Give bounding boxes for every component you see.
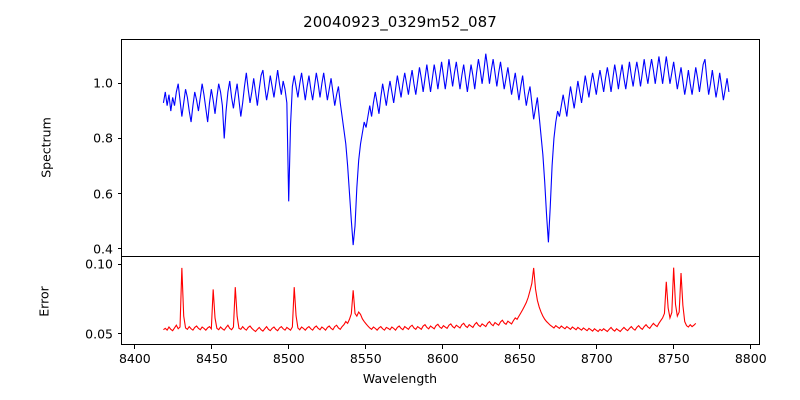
page-title: 20040923_0329m52_087: [303, 13, 497, 31]
spectrum-line-chart: [122, 40, 759, 256]
x-tick-mark: [519, 345, 521, 349]
x-tick-mark: [365, 345, 367, 349]
spectrum-y-tick-mark: [117, 193, 121, 195]
x-tick-label: 8450: [195, 351, 228, 366]
spectrum-y-tick-mark: [117, 137, 121, 139]
x-tick-mark: [673, 345, 675, 349]
x-tick-mark: [288, 345, 290, 349]
x-tick-mark: [134, 345, 136, 349]
spectrum-y-tick-label: 0.4: [93, 241, 113, 257]
x-tick-label: 8400: [118, 351, 151, 366]
error-y-axis-label: Error: [36, 286, 52, 317]
spectrum-y-tick-label: 0.6: [93, 186, 113, 202]
x-tick-label: 8550: [349, 351, 382, 366]
error-y-tick-mark: [117, 333, 121, 335]
spectrum-y-tick-label: 1.0: [93, 75, 113, 91]
x-tick-mark: [211, 345, 213, 349]
error-data-line: [163, 268, 695, 332]
x-tick-label: 8650: [503, 351, 536, 366]
error-y-tick-mark: [117, 263, 121, 265]
x-tick-mark: [596, 345, 598, 349]
spectrum-y-tick-label: 0.8: [93, 130, 113, 146]
spectrum-y-tick-mark: [117, 248, 121, 250]
x-tick-mark: [442, 345, 444, 349]
x-tick-label: 8600: [426, 351, 459, 366]
spectrum-y-tick-mark: [117, 82, 121, 84]
error-plot-area: [121, 256, 760, 345]
x-axis-label: Wavelength: [362, 371, 438, 386]
spectrum-data-line: [163, 54, 728, 245]
spectrum-y-axis-label: Spectrum: [38, 117, 54, 178]
error-y-tick-label: 0.05: [85, 326, 113, 342]
x-tick-mark: [750, 345, 752, 349]
error-y-tick-label: 0.10: [85, 256, 113, 272]
x-tick-label: 8750: [657, 351, 690, 366]
x-tick-label: 8800: [734, 351, 767, 366]
x-tick-label: 8700: [580, 351, 613, 366]
spectrum-plot-area: [121, 39, 760, 257]
x-tick-label: 8500: [272, 351, 305, 366]
error-line-chart: [122, 257, 759, 344]
